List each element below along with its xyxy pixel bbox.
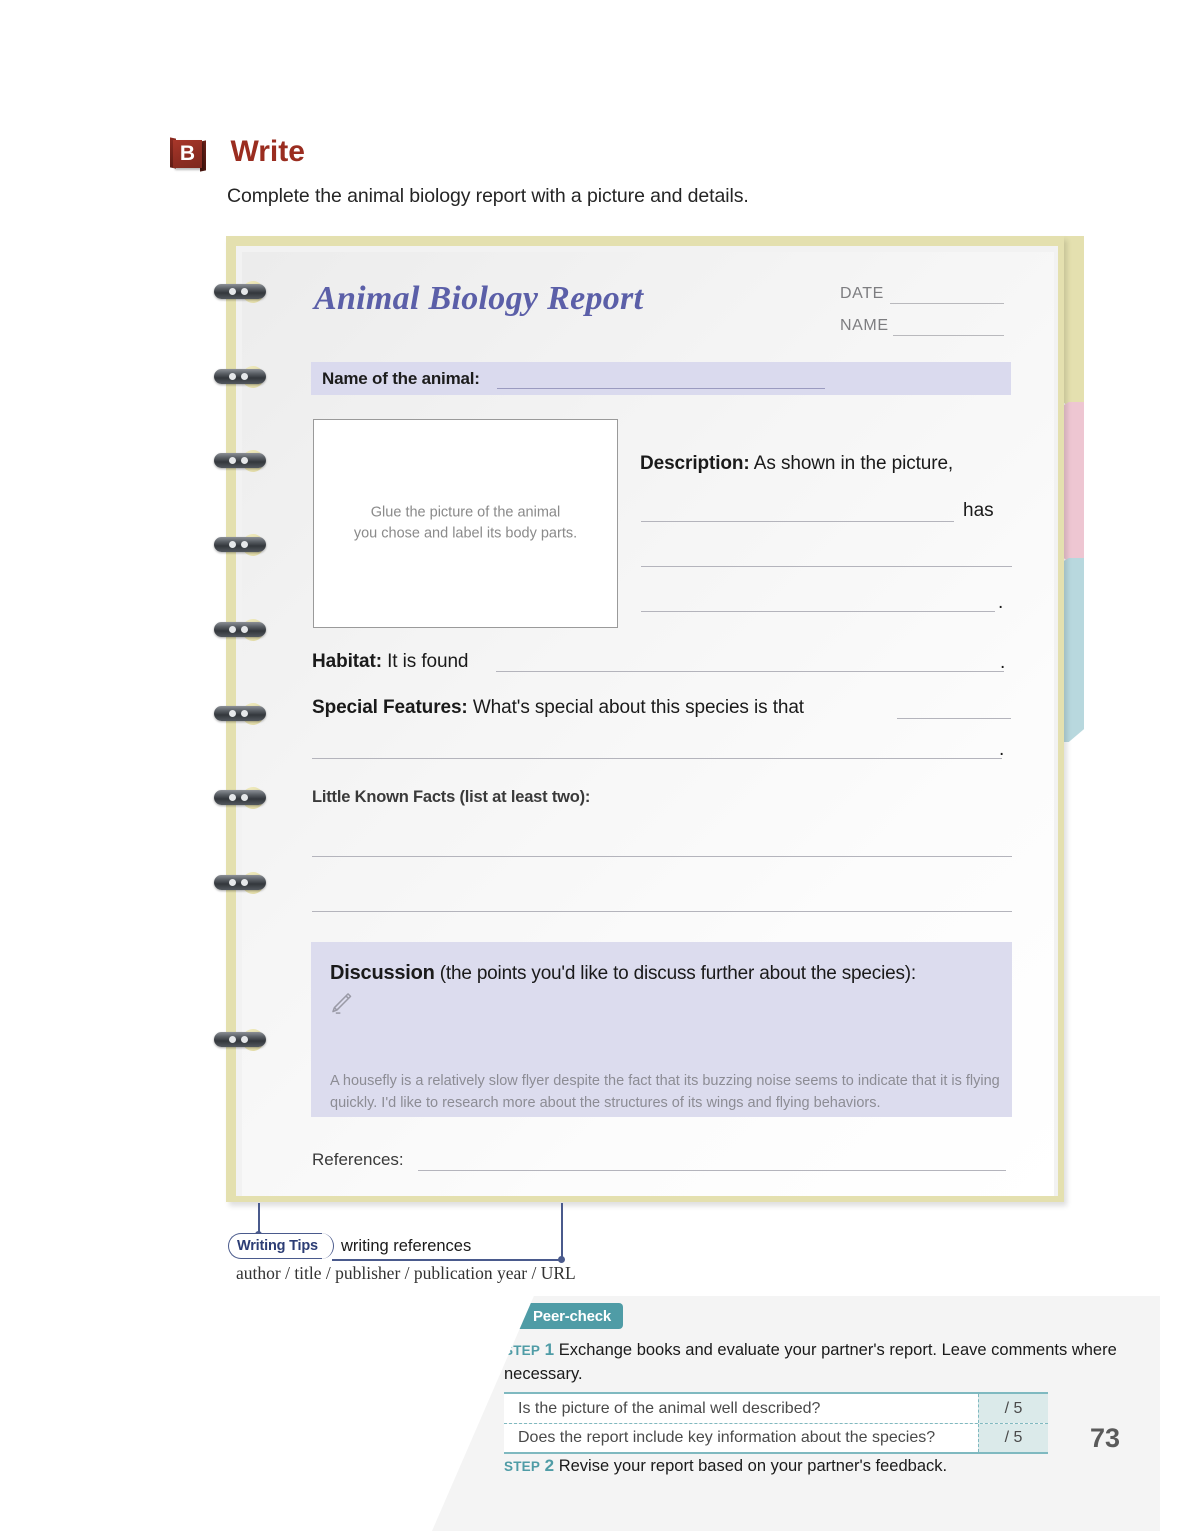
date-label: DATE bbox=[840, 285, 884, 302]
picture-placeholder-box[interactable]: Glue the picture of the animal you chose… bbox=[313, 419, 618, 628]
writing-tips-tab-label: Writing Tips bbox=[237, 1238, 318, 1254]
description-prompt: Description: As shown in the picture, bbox=[640, 453, 953, 475]
step-2-number: 2 bbox=[544, 1456, 555, 1475]
peer-check-table: Is the picture of the animal well descri… bbox=[504, 1392, 1048, 1454]
little-known-facts-input-line[interactable] bbox=[312, 911, 1012, 912]
section-badge-icon: B bbox=[170, 137, 206, 172]
picture-hint-line-2: you chose and label its body parts. bbox=[353, 525, 578, 542]
discussion-box bbox=[311, 942, 1012, 1117]
peer-check-badge: Peer-check bbox=[504, 1303, 624, 1329]
report-title: Animal Biology Report bbox=[314, 280, 644, 317]
peer-check-score[interactable]: / 5 bbox=[978, 1424, 1048, 1452]
peer-check-step-1: STEP 1 Exchange books and evaluate your … bbox=[504, 1338, 1124, 1387]
table-row[interactable]: Is the picture of the animal well descri… bbox=[504, 1394, 1048, 1423]
check-mark-icon bbox=[514, 1309, 528, 1322]
special-features-prompt: Special Features: What's special about t… bbox=[312, 697, 804, 719]
binder-ring bbox=[214, 366, 272, 388]
binder-ring bbox=[214, 281, 272, 303]
description-input-line[interactable] bbox=[641, 521, 954, 522]
page-title: Write bbox=[230, 135, 305, 168]
section-header: B Write bbox=[170, 135, 305, 172]
discussion-prompt: Discussion (the points you'd like to dis… bbox=[330, 962, 916, 985]
binder-ring bbox=[214, 534, 272, 556]
habitat-period: . bbox=[1000, 652, 1006, 673]
binder-ring bbox=[214, 872, 272, 894]
pencil-icon bbox=[332, 993, 352, 1014]
discussion-prompt-text: (the points you'd like to discuss furthe… bbox=[439, 963, 916, 984]
special-features-period: . bbox=[999, 739, 1005, 760]
step-2-keyword: STEP bbox=[504, 1459, 541, 1474]
picture-placeholder-text: Glue the picture of the animal you chose… bbox=[314, 502, 617, 546]
description-period: . bbox=[998, 592, 1004, 613]
peer-check-question: Is the picture of the animal well descri… bbox=[504, 1394, 978, 1423]
peer-check-panel: Peer-check STEP 1 Exchange books and eva… bbox=[432, 1296, 1160, 1531]
peer-check-question: Does the report include key information … bbox=[504, 1424, 978, 1452]
peer-check-score[interactable]: / 5 bbox=[978, 1394, 1048, 1423]
references-input-line[interactable] bbox=[418, 1170, 1006, 1171]
references-label: References: bbox=[312, 1150, 404, 1169]
step-1-text: Exchange books and evaluate your partner… bbox=[504, 1341, 1117, 1383]
little-known-facts-label: Little Known Facts (list at least two): bbox=[312, 788, 591, 806]
description-prompt-text: As shown in the picture, bbox=[753, 453, 954, 474]
binder-ring bbox=[214, 703, 272, 725]
writing-tips-tab-curve bbox=[318, 1233, 334, 1259]
binder-ring bbox=[214, 1029, 272, 1051]
animal-name-input-line[interactable] bbox=[497, 388, 825, 389]
habitat-input-line[interactable] bbox=[496, 671, 1004, 672]
animal-name-label: Name of the animal: bbox=[322, 369, 480, 388]
step-1-number: 1 bbox=[544, 1340, 555, 1359]
writing-tips-headline: writing references bbox=[341, 1237, 472, 1255]
discussion-sample-text: A housefly is a relatively slow flyer de… bbox=[330, 1073, 1000, 1112]
animal-name-bar bbox=[311, 362, 1011, 395]
discussion-label-text: Discussion bbox=[330, 962, 435, 984]
little-known-facts-input-line[interactable] bbox=[312, 856, 1012, 857]
writing-tips-tab bbox=[228, 1233, 322, 1259]
habitat-prompt-text: It is found bbox=[387, 651, 469, 672]
step-2-text: Revise your report based on your partner… bbox=[558, 1457, 948, 1475]
name-label: NAME bbox=[840, 317, 889, 334]
binder-ring bbox=[214, 787, 272, 809]
description-input-line[interactable] bbox=[641, 566, 1012, 567]
badge-ribbon-main bbox=[173, 140, 202, 168]
section-instruction: Complete the animal biology report with … bbox=[227, 185, 749, 207]
peer-check-badge-label: Peer-check bbox=[533, 1307, 612, 1325]
writing-tips-callout: Writing Tips writing references author /… bbox=[228, 1203, 608, 1293]
special-features-input-line[interactable] bbox=[312, 758, 1002, 759]
special-features-prompt-text: What's special about this species is tha… bbox=[472, 697, 804, 718]
habitat-prompt: Habitat: It is found bbox=[312, 651, 469, 673]
description-input-line[interactable] bbox=[641, 611, 995, 612]
peer-check-step-2: STEP 2 Revise your report based on your … bbox=[504, 1456, 947, 1476]
step-1-keyword: STEP bbox=[504, 1343, 541, 1358]
description-label-text: Description: bbox=[640, 453, 750, 474]
badge-letter: B bbox=[179, 142, 196, 165]
special-features-label-text: Special Features: bbox=[312, 697, 468, 718]
table-row[interactable]: Does the report include key information … bbox=[504, 1423, 1048, 1452]
writing-tips-detail: author / title / publisher / publication… bbox=[236, 1263, 576, 1283]
date-input-line[interactable] bbox=[890, 303, 1004, 304]
special-features-input-line[interactable] bbox=[897, 718, 1011, 719]
page-number: 73 bbox=[1090, 1423, 1121, 1453]
name-input-line[interactable] bbox=[893, 335, 1004, 336]
writing-tips-underline bbox=[332, 1259, 564, 1261]
picture-hint-line-1: Glue the picture of the animal bbox=[370, 503, 561, 520]
writing-tips-connector-left bbox=[258, 1203, 260, 1235]
binder-ring bbox=[214, 619, 272, 641]
habitat-label-text: Habitat: bbox=[312, 651, 382, 672]
binder-ring bbox=[214, 450, 272, 472]
writing-tips-connector-right bbox=[561, 1203, 563, 1261]
description-has-word: has bbox=[963, 500, 994, 521]
